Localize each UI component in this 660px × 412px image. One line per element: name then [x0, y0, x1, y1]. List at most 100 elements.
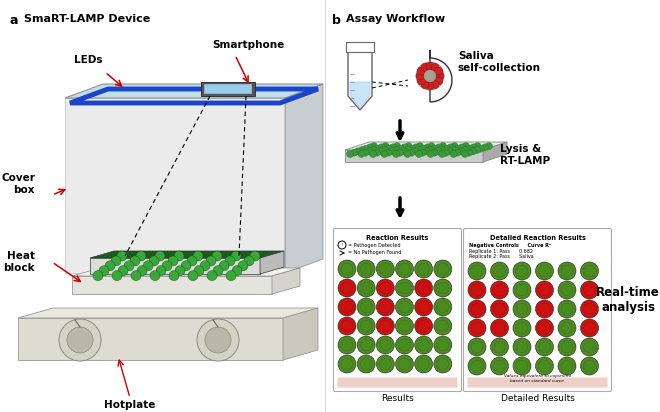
Circle shape [434, 336, 452, 354]
Circle shape [401, 144, 408, 151]
Circle shape [376, 298, 394, 316]
Circle shape [416, 62, 444, 90]
Circle shape [338, 355, 356, 373]
Polygon shape [18, 318, 283, 360]
Polygon shape [18, 308, 318, 318]
Circle shape [424, 148, 430, 155]
Text: Results: Results [381, 394, 414, 403]
FancyBboxPatch shape [337, 377, 457, 388]
Circle shape [395, 298, 414, 316]
Circle shape [412, 144, 420, 151]
Polygon shape [283, 308, 318, 360]
Circle shape [174, 251, 184, 261]
Text: Saliva
self-collection: Saliva self-collection [458, 51, 541, 73]
Circle shape [213, 266, 223, 276]
Circle shape [513, 300, 531, 318]
Circle shape [482, 144, 488, 151]
Circle shape [137, 266, 147, 276]
Circle shape [447, 148, 453, 155]
Circle shape [395, 279, 414, 297]
Text: LEDs: LEDs [74, 55, 102, 65]
Circle shape [513, 357, 531, 375]
Circle shape [473, 147, 480, 154]
Circle shape [424, 144, 431, 151]
Text: b: b [332, 14, 341, 27]
Circle shape [431, 63, 439, 71]
Text: = Pathogen Detected: = Pathogen Detected [348, 243, 401, 248]
Circle shape [232, 266, 242, 276]
Text: = No Pathogen Found: = No Pathogen Found [348, 250, 401, 255]
Circle shape [338, 298, 356, 316]
Circle shape [389, 148, 396, 155]
Circle shape [385, 149, 392, 156]
Circle shape [354, 148, 362, 155]
Circle shape [225, 256, 235, 266]
Circle shape [513, 281, 531, 299]
Circle shape [111, 256, 121, 266]
Circle shape [112, 271, 122, 281]
Circle shape [395, 355, 414, 373]
Circle shape [434, 355, 452, 373]
Circle shape [105, 261, 115, 271]
Circle shape [358, 147, 366, 154]
Circle shape [155, 251, 165, 261]
Text: Hotplate: Hotplate [104, 400, 156, 410]
Circle shape [393, 150, 399, 157]
Text: Lysis &
RT-LAMP: Lysis & RT-LAMP [500, 144, 550, 166]
Polygon shape [72, 268, 300, 276]
FancyBboxPatch shape [333, 229, 461, 391]
Circle shape [428, 143, 435, 150]
Circle shape [436, 144, 442, 151]
Circle shape [219, 261, 229, 271]
FancyBboxPatch shape [467, 377, 607, 388]
Circle shape [465, 149, 473, 156]
Circle shape [490, 357, 508, 375]
Circle shape [206, 256, 216, 266]
Circle shape [408, 149, 415, 156]
Circle shape [338, 279, 356, 297]
Circle shape [462, 147, 469, 154]
Text: !: ! [341, 243, 343, 247]
Circle shape [490, 300, 508, 318]
Circle shape [435, 67, 443, 75]
Polygon shape [72, 276, 272, 294]
Circle shape [378, 144, 385, 151]
Circle shape [468, 319, 486, 337]
Text: Replicate 1: Pass      0.682: Replicate 1: Pass 0.682 [469, 249, 533, 254]
Circle shape [169, 271, 179, 281]
Circle shape [397, 149, 403, 156]
Circle shape [486, 143, 492, 150]
Circle shape [194, 266, 204, 276]
Text: Heat
block: Heat block [3, 251, 35, 273]
Circle shape [193, 251, 203, 261]
Text: Detailed Reaction Results: Detailed Reaction Results [490, 235, 585, 241]
Circle shape [468, 281, 486, 299]
Circle shape [421, 63, 429, 71]
Circle shape [513, 319, 531, 337]
Circle shape [117, 251, 127, 261]
Circle shape [434, 260, 452, 278]
Text: Detailed Results: Detailed Results [500, 394, 574, 403]
Circle shape [385, 145, 393, 152]
Circle shape [468, 262, 486, 280]
Circle shape [149, 256, 159, 266]
Circle shape [150, 271, 160, 281]
Circle shape [581, 262, 599, 280]
Circle shape [435, 148, 442, 155]
Polygon shape [483, 142, 507, 162]
Circle shape [370, 150, 376, 157]
Circle shape [338, 260, 356, 278]
Circle shape [414, 260, 433, 278]
Circle shape [395, 336, 414, 354]
Polygon shape [272, 268, 300, 294]
Circle shape [175, 266, 185, 276]
Circle shape [535, 262, 554, 280]
Polygon shape [204, 84, 252, 94]
Circle shape [426, 82, 434, 90]
Circle shape [168, 256, 178, 266]
Circle shape [458, 148, 465, 155]
Circle shape [558, 300, 576, 318]
Circle shape [409, 145, 416, 152]
Circle shape [451, 147, 457, 154]
Circle shape [405, 147, 411, 154]
